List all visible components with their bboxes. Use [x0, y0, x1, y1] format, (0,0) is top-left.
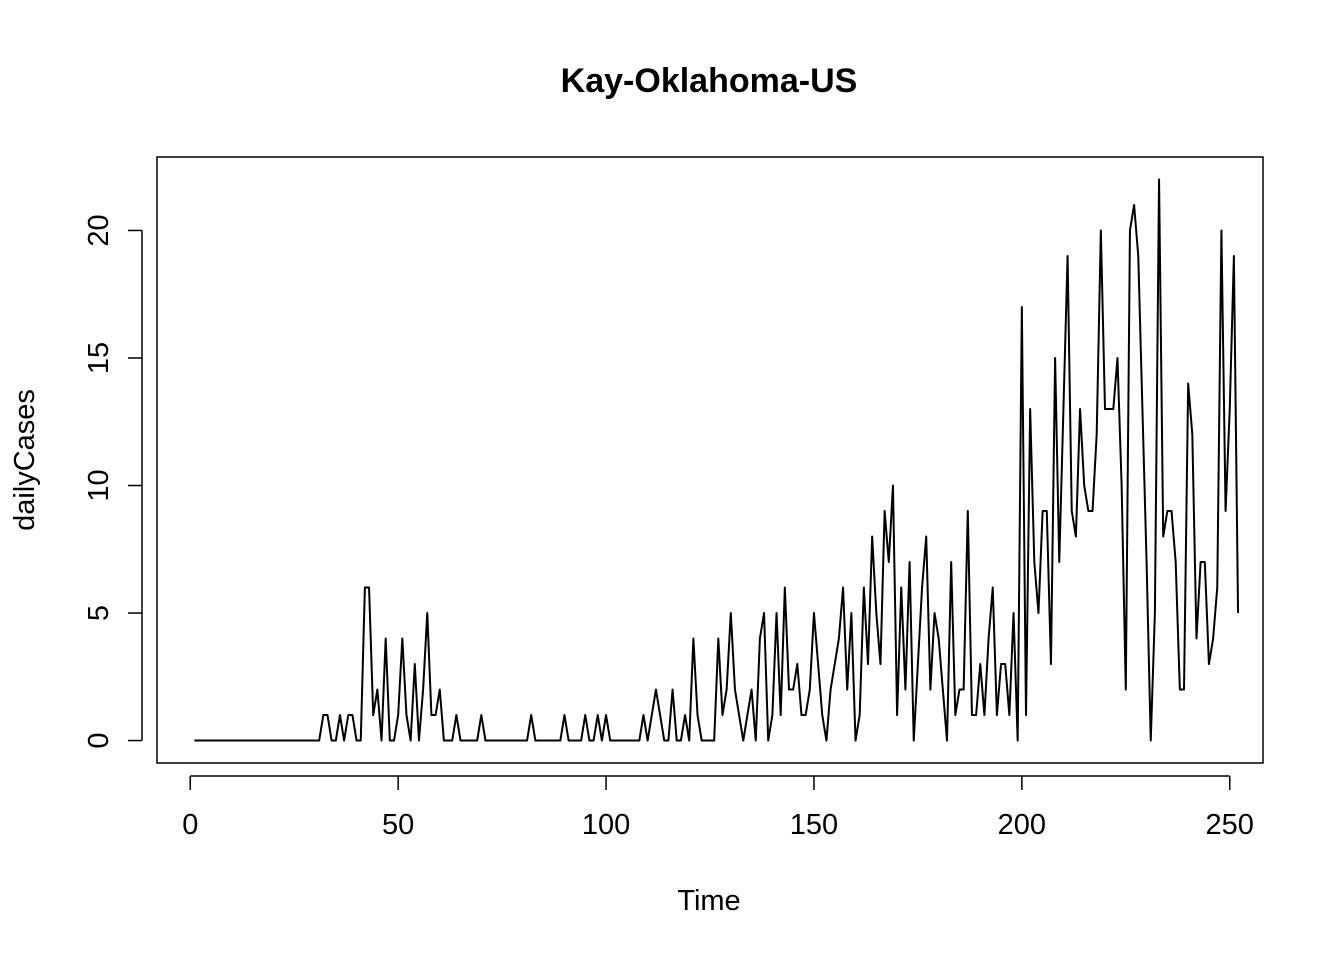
chart-title: Kay-Oklahoma-US [561, 62, 858, 100]
x-tick-label: 250 [1206, 809, 1254, 841]
y-axis: 0 5 10 15 20 [83, 214, 143, 749]
x-tick-label: 100 [582, 809, 630, 841]
y-axis-label: dailyCases [9, 389, 41, 531]
plot-frame [156, 156, 1264, 764]
x-axis-label: Time [677, 885, 740, 917]
y-tick-label: 0 [83, 732, 115, 748]
y-tick-label: 15 [83, 342, 115, 374]
x-tick-label: 200 [998, 809, 1046, 841]
x-axis: 0 50 100 150 200 250 [182, 775, 1254, 841]
y-tick-label: 5 [83, 605, 115, 621]
y-tick-label: 10 [83, 469, 115, 501]
x-tick-label: 50 [382, 809, 414, 841]
series-line-dailyCases [194, 178, 1240, 742]
x-tick-label: 150 [790, 809, 838, 841]
y-tick-label: 20 [83, 214, 115, 246]
x-tick-label: 0 [182, 809, 198, 841]
